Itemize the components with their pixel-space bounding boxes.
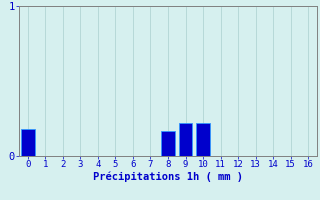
- X-axis label: Précipitations 1h ( mm ): Précipitations 1h ( mm ): [93, 172, 243, 182]
- Bar: [179, 123, 192, 156]
- Bar: [161, 130, 175, 156]
- Bar: [21, 129, 35, 156]
- Bar: [196, 123, 210, 156]
